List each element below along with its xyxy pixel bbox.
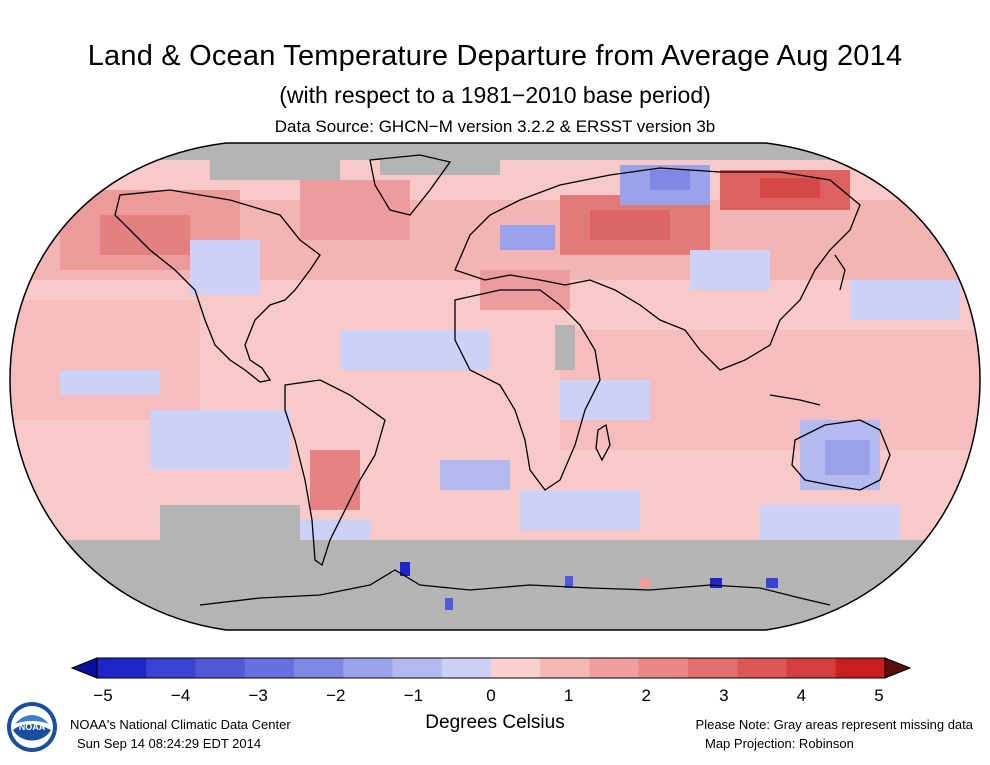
colorbar-tick-label: 0 (486, 686, 496, 705)
footer-timestamp: Sun Sep 14 08:24:29 EDT 2014 (77, 736, 262, 751)
footer-projection-note: Map Projection: Robinson (705, 736, 854, 751)
anomaly-field (10, 143, 980, 630)
colorbar-unit-label: Degrees Celsius (425, 712, 565, 733)
colorbar-tick-label: −2 (326, 686, 346, 705)
colorbar-tick-label: 2 (641, 686, 651, 705)
colorbar-low-arrow (70, 657, 98, 679)
coastlines (114, 154, 891, 606)
colorbar-swatch (589, 658, 640, 678)
colorbar-tick-label: 5 (874, 686, 884, 705)
map-title: Land & Ocean Temperature Departure from … (87, 40, 903, 72)
colorbar-swatch (786, 658, 837, 678)
colorbar-swatch (195, 658, 246, 678)
colorbar-tick-label: 4 (796, 686, 807, 705)
colorbar-tick-label: 3 (719, 686, 729, 705)
colorbar-swatch (97, 658, 147, 678)
colorbar-swatch (638, 658, 689, 678)
colorbar-tick-label: −3 (248, 686, 268, 705)
colorbar-swatch (146, 658, 196, 678)
colorbar-swatch (688, 658, 738, 678)
colorbar-tick-label: −4 (170, 686, 191, 705)
noaa-logo-icon: NOAA (7, 702, 57, 752)
data-source: Data Source: GHCN−M version 3.2.2 & ERSS… (274, 117, 716, 136)
colorbar-tick-label: −1 (403, 686, 424, 705)
map-subtitle: (with respect to a 1981−2010 base period… (279, 82, 711, 108)
colorbar-swatch (244, 658, 295, 678)
footer-missing-data-note: Please Note: Gray areas represent missin… (695, 717, 973, 732)
colorbar (70, 657, 912, 679)
colorbar-swatch (441, 658, 492, 678)
colorbar-high-arrow (884, 657, 912, 679)
colorbar-swatch (835, 658, 886, 678)
colorbar-frame (96, 657, 886, 679)
colorbar-swatch (491, 658, 541, 678)
colorbar-swatch (737, 658, 787, 678)
colorbar-swatch (343, 658, 393, 678)
colorbar-swatch (540, 658, 590, 678)
colorbar-swatch (294, 658, 344, 678)
globe-outline (9, 142, 981, 631)
logo-text: NOAA (19, 722, 46, 732)
footer-org: NOAA's National Climatic Data Center (70, 717, 291, 732)
colorbar-swatch (392, 658, 443, 678)
colorbar-tick-label: −5 (93, 686, 113, 705)
colorbar-tick-label: 1 (563, 686, 574, 705)
